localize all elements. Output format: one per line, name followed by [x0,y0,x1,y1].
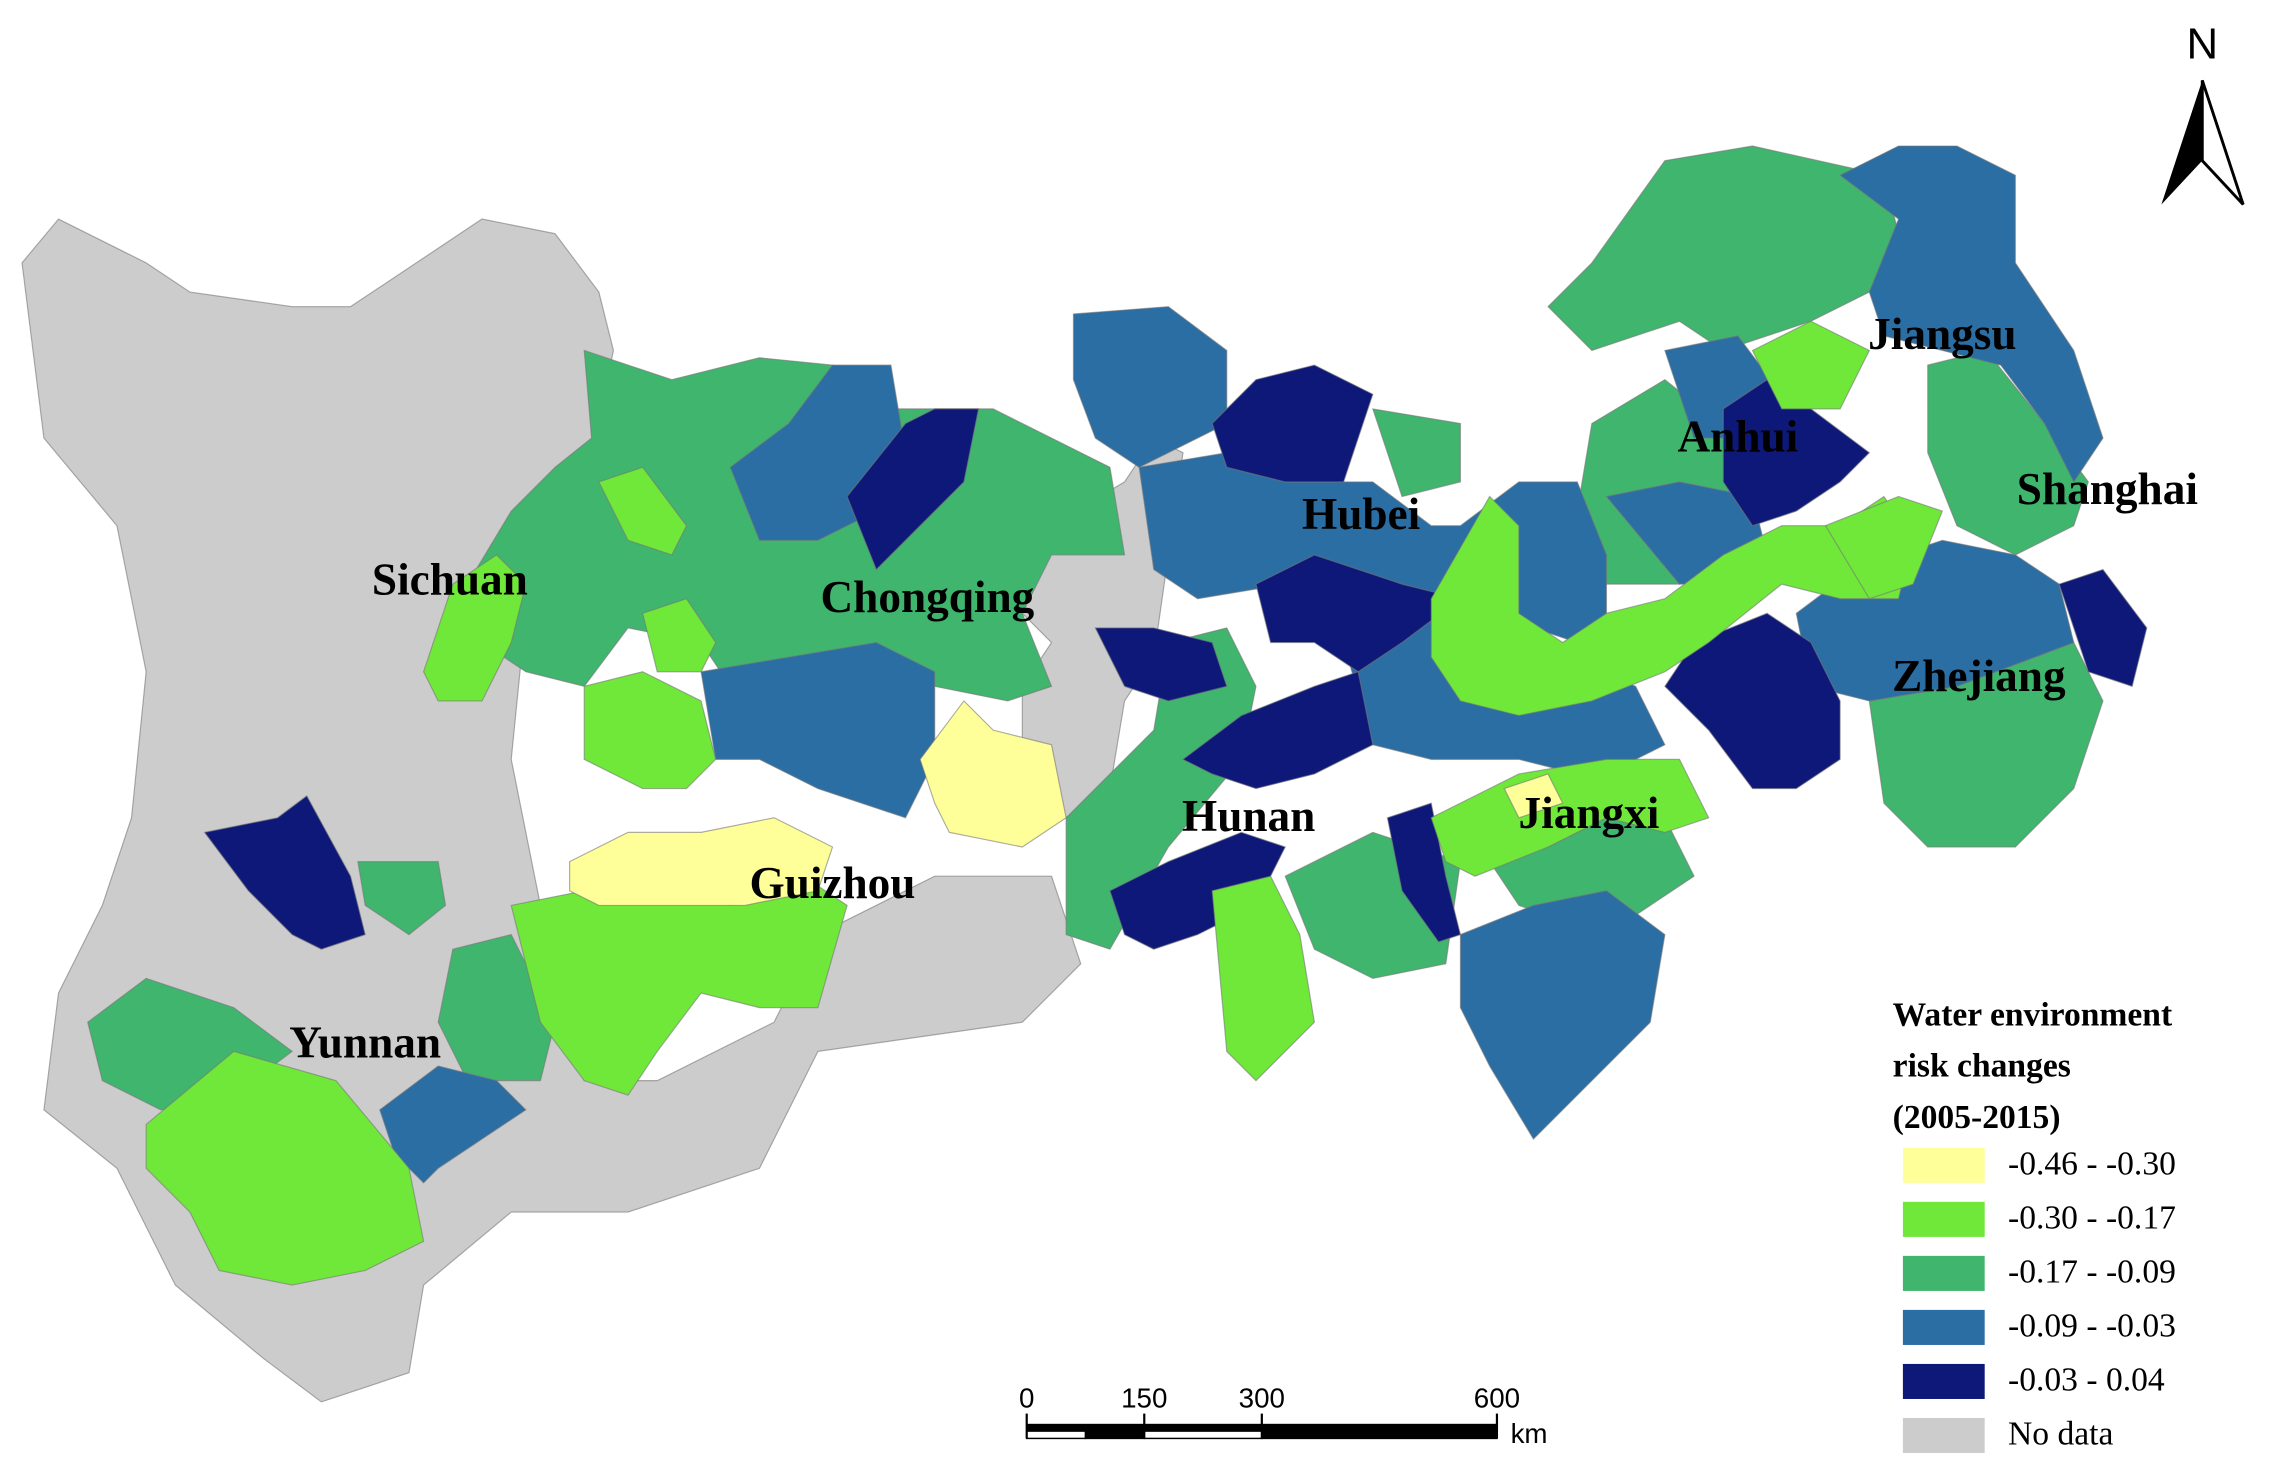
region [1181,670,1374,790]
province-label: Guizhou [749,858,915,908]
scale-segment [1261,1430,1498,1440]
scale-segment [1025,1430,1087,1440]
scale-segment [1085,1423,1145,1432]
region [919,700,1067,848]
region [598,466,688,556]
legend-swatch [1902,1417,1985,1454]
scale-bar: 0 150 300 600 km [1019,1383,1548,1449]
region [1211,875,1316,1082]
scale-unit: km [1511,1418,1548,1449]
north-arrow: N [2161,19,2245,206]
legend-label: -0.17 - -0.09 [2008,1254,2176,1291]
arrow-half [2200,79,2245,206]
scale-segment [1084,1430,1145,1440]
scale-tick-label: 300 [1239,1383,1285,1414]
province-label: Jiangsu [1868,309,2016,359]
scale-segment [1143,1430,1263,1440]
province-label: Shanghai [2017,464,2198,514]
region [1824,495,1944,600]
region [2058,568,2148,688]
region [1927,349,2090,556]
region [700,641,936,819]
arrow-half [2161,80,2203,205]
scale-segment [1026,1423,1086,1432]
region [1386,802,1462,943]
region [1094,627,1228,702]
region [357,861,447,936]
region [1459,890,1666,1140]
legend-swatch [1902,1309,1985,1345]
province-label: Chongqing [821,572,1035,622]
region [145,1050,425,1286]
region [1371,408,1462,498]
region [1839,145,2104,484]
legend-swatch [1902,1147,1985,1183]
legend-swatch [1902,1363,1985,1399]
region [203,795,366,950]
legend-swatch [1902,1255,1985,1291]
region [1751,320,1871,410]
legend-swatch [1902,1201,1985,1237]
province-label: Zhejiang [1892,651,2066,701]
province-label: Hubei [1302,489,1420,539]
legend-title: risk changes [1893,1048,2071,1085]
legend-label: -0.30 - -0.17 [2008,1200,2176,1237]
scale-segment [1144,1423,1262,1432]
province-label: Sichuan [372,555,528,605]
legend-label: -0.46 - -0.30 [2008,1145,2176,1182]
province-label: Anhui [1678,411,1799,461]
legend: Water environment risk changes (2005-201… [1893,997,2176,1454]
scale-tick-label: 600 [1474,1383,1520,1414]
north-label: N [2186,19,2218,68]
region [1211,364,1374,483]
region [569,817,834,906]
region [1664,612,1841,790]
legend-label: No data [2008,1416,2113,1453]
province-label: Yunnan [289,1017,441,1067]
region [1430,758,1710,877]
labels: Sichuan Chongqing Hubei Anhui Jiangsu Sh… [289,309,2198,1067]
region [1255,554,1462,673]
province-label: Hunan [1182,791,1315,841]
province-label: Jiangxi [1519,788,1660,838]
region [641,598,717,673]
region [437,933,556,1082]
region [846,408,980,571]
legend-title: (2005-2015) [1893,1099,2061,1136]
region [1072,306,1228,468]
legend-label: -0.09 - -0.03 [2008,1308,2176,1345]
scale-tick-label: 0 [1019,1383,1034,1414]
region [21,218,1082,1403]
legend-title: Water environment [1893,997,2173,1034]
region [422,554,527,702]
legend-label: -0.03 - 0.04 [2008,1362,2165,1399]
region [1547,145,1900,352]
regions [21,145,2148,1403]
region [583,671,717,790]
scale-segment [1261,1423,1497,1432]
region [1503,773,1564,819]
scale-tick-label: 150 [1121,1383,1167,1414]
